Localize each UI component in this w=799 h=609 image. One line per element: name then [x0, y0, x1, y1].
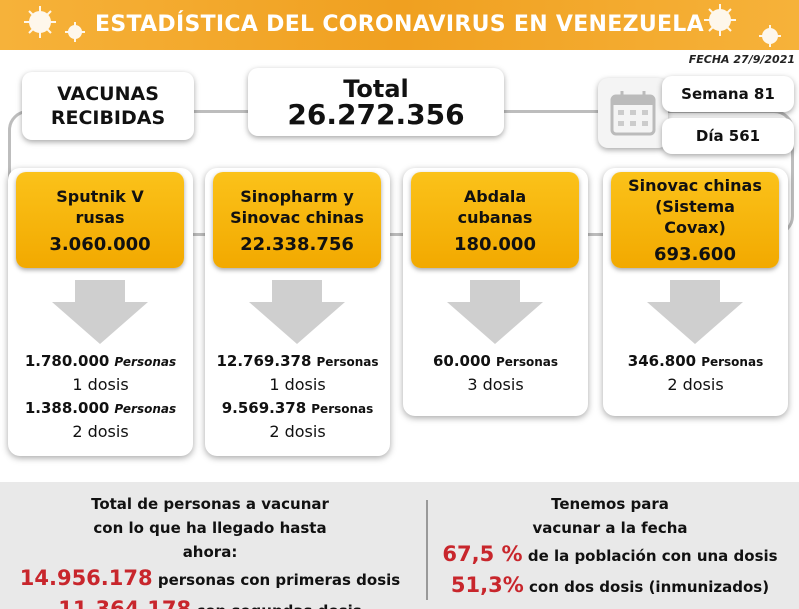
footer-text: de la población con una dosis	[527, 547, 778, 565]
date: FECHA 27/9/2021	[688, 53, 795, 66]
vaccine-header: Abdala cubanas 180.000	[411, 172, 579, 268]
dose-list: 346.800 Personas 2 dosis	[603, 350, 788, 397]
people-count: 12.769.378	[216, 352, 312, 370]
vaccine-name: Sinovac chinas (Sistema Covax)	[628, 176, 762, 237]
vaccine-amount: 22.338.756	[240, 233, 354, 255]
footer-text: personas con primeras dosis	[157, 571, 401, 589]
footer-right: Tenemos para vacunar a la fecha 67,5 % d…	[410, 492, 799, 602]
vaccine-name: Sinopharm y Sinovac chinas	[230, 186, 364, 227]
footer-text: con dos dosis (inmunizados)	[529, 578, 770, 596]
footer-line: 11.364.178 con segundas dosis	[10, 595, 410, 609]
dose-list: 1.780.000 Personas 1 dosis 1.388.000 Perso…	[8, 350, 193, 444]
footer-figure: 51,3%	[450, 573, 524, 597]
day: Día 561	[662, 118, 794, 154]
arrow-down	[249, 280, 345, 344]
footer-heading: Tenemos para vacunar a la fecha	[532, 495, 688, 537]
people-unit: Personas	[495, 355, 558, 369]
footer-figure: 67,5 %	[442, 542, 523, 566]
total-box: Total 26.272.356	[248, 68, 504, 136]
footer-band	[0, 482, 799, 609]
calendar-box	[598, 78, 668, 148]
footer-divider	[426, 500, 428, 600]
vaccine-header: Sinovac chinas (Sistema Covax) 693.600	[611, 172, 779, 268]
vaccine-header: Sputnik V rusas 3.060.000	[16, 172, 184, 268]
calendar-icon	[610, 91, 656, 136]
dose-people: 346.800 Personas	[603, 350, 788, 373]
arrow-down	[647, 280, 743, 344]
dose-people: 9.569.378 Personas	[205, 397, 390, 420]
dose-people: 1.780.000 Personas	[8, 350, 193, 373]
vaccine-amount: 180.000	[454, 233, 536, 255]
dose-list: 12.769.378 Personas 1 dosis 9.569.378 Pers…	[205, 350, 390, 444]
week: Semana 81	[662, 76, 794, 112]
people-unit: Personas	[316, 355, 379, 369]
people-unit: Personas	[701, 355, 764, 369]
total-value: 26.272.356	[287, 98, 465, 131]
dose-number: 1 dosis	[72, 375, 129, 394]
people-count: 1.780.000	[24, 352, 110, 370]
people-count: 346.800	[627, 352, 697, 370]
arrow-down	[52, 280, 148, 344]
people-unit: Personas	[311, 402, 374, 416]
virus-icons	[24, 4, 781, 47]
total-label: Total	[343, 75, 409, 103]
footer-text: con segundas dosis	[196, 602, 361, 609]
arrow-down	[447, 280, 543, 344]
header-band	[0, 0, 799, 50]
footer-line: 51,3% con dos dosis (inmunizados)	[410, 571, 799, 602]
footer-figure: 11.364.178	[58, 597, 192, 609]
dose-people: 1.388.000 Personas	[8, 397, 193, 420]
dose-number: 3 dosis	[467, 375, 524, 394]
vaccine-name: Abdala cubanas	[457, 186, 533, 227]
dose-number: 2 dosis	[269, 422, 326, 441]
vaccine-amount: 3.060.000	[49, 233, 151, 255]
dose-number: 2 dosis	[667, 375, 724, 394]
page-title: ESTADÍSTICA DEL CORONAVIRUS EN VENEZUELA	[95, 12, 704, 37]
footer-line: 67,5 % de la población con una dosis	[410, 540, 799, 571]
people-count: 9.569.378	[221, 399, 307, 417]
dose-number: 2 dosis	[72, 422, 129, 441]
dose-people: 60.000 Personas	[403, 350, 588, 373]
people-count: 1.388.000	[24, 399, 110, 417]
received-label: VACUNAS RECIBIDAS	[22, 72, 194, 140]
footer-left: Total de personas a vacunar con lo que h…	[10, 492, 410, 609]
vaccine-name: Sputnik V rusas	[56, 186, 144, 227]
vaccine-amount: 693.600	[654, 244, 736, 265]
people-unit: Personas	[114, 402, 177, 416]
footer-heading: Total de personas a vacunar con lo que h…	[91, 495, 329, 561]
vaccine-header: Sinopharm y Sinovac chinas 22.338.756	[213, 172, 381, 268]
footer-figure: 14.956.178	[19, 566, 153, 590]
people-count: 60.000	[432, 352, 491, 370]
people-unit: Personas	[114, 355, 177, 369]
footer-line: 14.956.178 personas con primeras dosis	[10, 564, 410, 595]
dose-number: 1 dosis	[269, 375, 326, 394]
dose-people: 12.769.378 Personas	[205, 350, 390, 373]
dose-list: 60.000 Personas 3 dosis	[403, 350, 588, 397]
